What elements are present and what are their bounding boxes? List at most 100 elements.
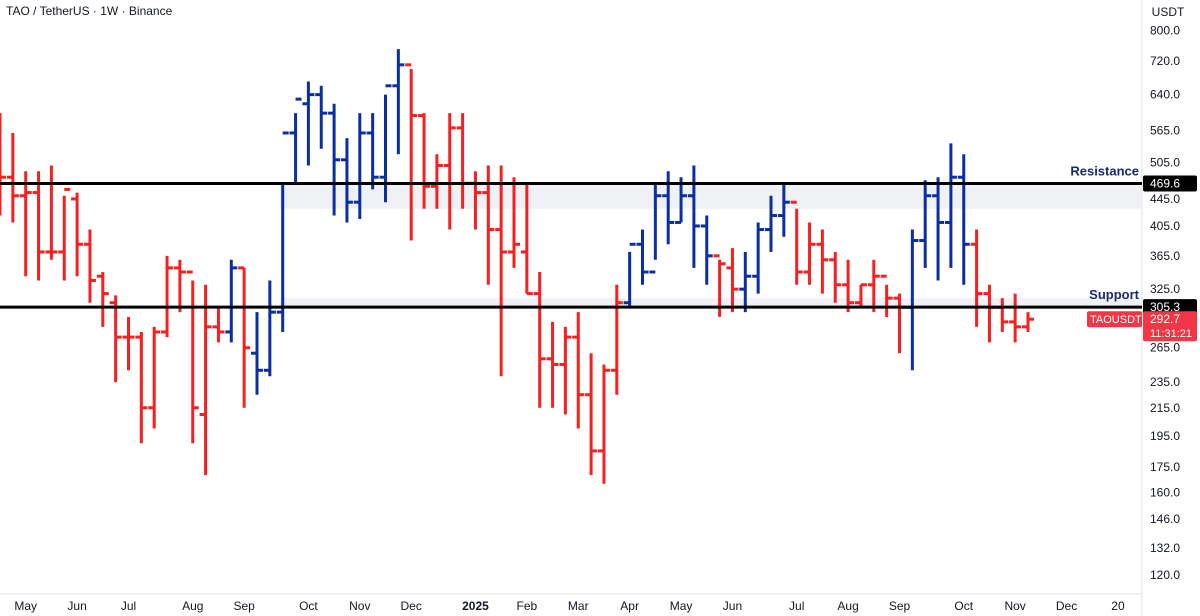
price-tick-label: 405.0 xyxy=(1150,219,1180,233)
ohlc-bar xyxy=(520,183,533,296)
price-tick-label: 120.0 xyxy=(1150,568,1180,582)
ohlc-bar xyxy=(842,259,855,313)
ohlc-bar xyxy=(495,165,508,377)
ohlc-bar xyxy=(173,259,186,313)
ohlc-bar xyxy=(6,132,19,223)
level-tag-text: 469.6 xyxy=(1150,176,1180,190)
time-tick-label: Jul xyxy=(789,599,804,613)
ohlc-bar xyxy=(649,183,662,274)
ohlc-bar xyxy=(109,295,122,383)
ohlc-bar xyxy=(251,312,263,395)
ohlc-bar xyxy=(32,171,45,281)
price-tick-label: 132.0 xyxy=(1150,541,1180,555)
ohlc-bar xyxy=(212,307,225,343)
ohlc-bar xyxy=(585,353,598,476)
time-tick-label: Jul xyxy=(121,599,136,613)
price-tick-label: 195.0 xyxy=(1150,429,1180,443)
ohlc-bar xyxy=(199,284,212,476)
ohlc-bar xyxy=(83,229,96,303)
ohlc-bar xyxy=(263,280,276,377)
ohlc-bar xyxy=(970,229,983,327)
price-tick-label: 800.0 xyxy=(1150,24,1180,38)
ohlc-bar xyxy=(353,113,366,219)
ohlc-bar xyxy=(122,316,135,371)
ohlc-bar xyxy=(302,81,315,166)
time-tick-label: Mar xyxy=(568,599,589,613)
time-tick-label: Apr xyxy=(620,599,639,613)
level-tag-bg xyxy=(1143,299,1197,316)
level-price-tag: 305.3 xyxy=(1143,299,1197,316)
level-zone-0 xyxy=(280,183,1142,209)
ohlc-bar xyxy=(803,222,816,285)
ohlc-bar xyxy=(546,321,559,408)
price-tick-label: 640.0 xyxy=(1150,88,1180,102)
price-tick-label: 365.0 xyxy=(1150,249,1180,263)
price-tick-label: 565.0 xyxy=(1150,123,1180,137)
time-tick-label: Jun xyxy=(723,599,742,613)
level-name-support: Support xyxy=(1089,287,1139,302)
ohlc-bar xyxy=(508,177,520,268)
time-tick-label: May xyxy=(14,599,37,613)
ohlc-bar xyxy=(867,259,880,313)
time-tick-label: Oct xyxy=(954,599,973,613)
time-tick-label: Dec xyxy=(401,599,422,613)
price-tick-label: 146.0 xyxy=(1150,512,1180,526)
ohlc-bar xyxy=(443,113,456,230)
price-tick-label: 265.0 xyxy=(1150,341,1180,355)
time-tick-label: 20 xyxy=(1111,599,1125,613)
ohlc-bar xyxy=(328,103,341,216)
price-tick-label: 720.0 xyxy=(1150,54,1180,68)
ohlc-bar xyxy=(96,272,109,327)
ohlc-bar xyxy=(1009,293,1022,343)
level-tag-text: 305.3 xyxy=(1150,300,1180,314)
ohlc-bar xyxy=(238,266,251,408)
ohlc-bar xyxy=(597,364,610,484)
time-tick-label: Aug xyxy=(182,599,203,613)
level-zone-1 xyxy=(280,298,1142,308)
ohlc-bar xyxy=(225,259,238,343)
last-price-bg xyxy=(1143,311,1197,342)
time-tick-label: Sep xyxy=(889,599,911,613)
time-tick-label: 2025 xyxy=(462,599,489,613)
time-tick-label: Dec xyxy=(1056,599,1077,613)
level-zones xyxy=(280,183,1142,308)
ohlc-bar xyxy=(765,195,777,252)
level-name-resistance: Resistance xyxy=(1070,163,1139,178)
ohlc-bars xyxy=(0,49,1034,484)
ohlc-bar xyxy=(1022,312,1034,332)
ohlc-bar xyxy=(315,85,328,149)
time-tick-label: Jun xyxy=(67,599,86,613)
ohlc-bar xyxy=(45,165,58,260)
price-tick-label: 215.0 xyxy=(1150,401,1180,415)
ohlc-bar xyxy=(687,165,700,268)
ohlc-bar xyxy=(726,248,739,313)
price-tick-label: 325.0 xyxy=(1150,282,1180,296)
ohlc-bar xyxy=(405,63,418,241)
ohlc-bar xyxy=(816,229,829,294)
ohlc-bar xyxy=(572,312,585,429)
time-tick-label: Nov xyxy=(349,599,370,613)
ohlc-bar xyxy=(932,177,945,281)
price-tick-label: 505.0 xyxy=(1150,156,1180,170)
price-tick-label: 160.0 xyxy=(1150,486,1180,500)
ohlc-bar xyxy=(790,200,803,285)
bar-countdown-text: 11:31:21 xyxy=(1150,328,1192,340)
ohlc-bar xyxy=(186,270,199,444)
ohlc-bar xyxy=(418,113,431,209)
ohlc-bar xyxy=(533,272,546,408)
ohlc-bar xyxy=(700,215,713,285)
ohlc-bar xyxy=(148,326,161,429)
ohlc-bar xyxy=(430,154,443,209)
ohlc-bar xyxy=(739,251,752,313)
time-tick-label: Nov xyxy=(1004,599,1025,613)
ohlc-bar xyxy=(340,138,353,223)
time-tick-label: Aug xyxy=(837,599,858,613)
ohlc-bar xyxy=(19,171,32,277)
ohlc-bar xyxy=(983,284,996,343)
ohlc-bar xyxy=(944,143,957,268)
ohlc-bar xyxy=(161,255,174,338)
ohlc-bar xyxy=(636,229,649,285)
ohlc-bar xyxy=(880,274,893,317)
